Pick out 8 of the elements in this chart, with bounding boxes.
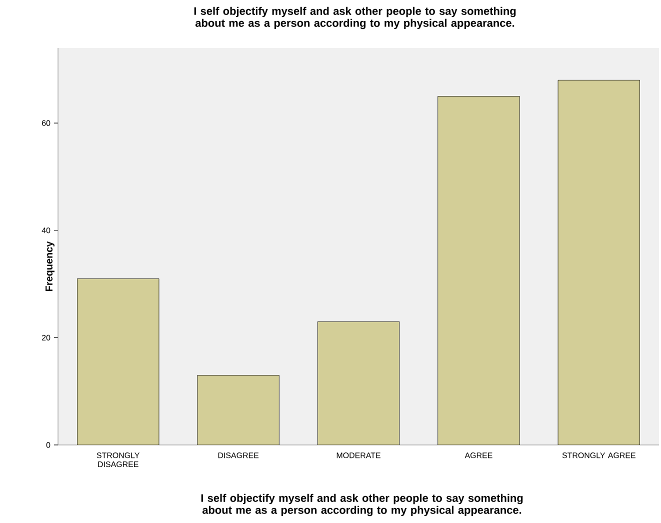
y-axis-title: Frequency <box>46 241 54 292</box>
bar <box>77 278 160 445</box>
chart-title: I self objectify myself and ask other people to say something about me as a person according to my physical appearance. <box>194 6 516 30</box>
bar <box>438 96 520 445</box>
bar <box>197 375 280 445</box>
bar <box>558 80 640 445</box>
x-axis-title: I self objectify myself and ask other people to say something about me as a person according to my physical appearance. <box>201 494 523 516</box>
bar <box>317 321 400 445</box>
